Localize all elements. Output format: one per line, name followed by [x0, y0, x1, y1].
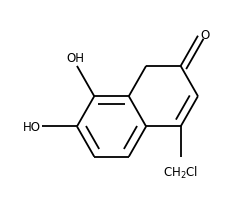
Text: O: O — [201, 29, 210, 42]
Text: CH$_2$Cl: CH$_2$Cl — [163, 164, 198, 180]
Text: HO: HO — [23, 120, 41, 133]
Text: OH: OH — [66, 52, 85, 65]
